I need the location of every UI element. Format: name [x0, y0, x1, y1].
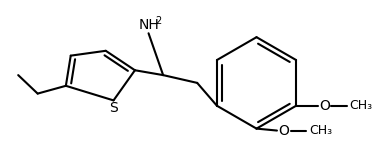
Text: 2: 2 — [155, 16, 161, 26]
Text: NH: NH — [138, 18, 159, 32]
Text: CH₃: CH₃ — [309, 124, 332, 137]
Text: CH₃: CH₃ — [350, 99, 373, 112]
Text: O: O — [278, 124, 289, 138]
Text: S: S — [109, 101, 118, 115]
Text: O: O — [319, 99, 330, 113]
